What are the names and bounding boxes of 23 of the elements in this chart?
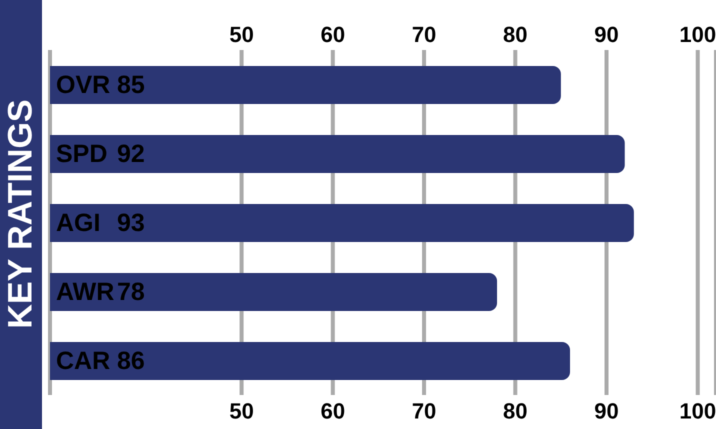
x-tick-label: 50 xyxy=(229,398,254,424)
data-label: 93 xyxy=(117,209,145,237)
x2-tick-label: 50 xyxy=(229,22,254,47)
x2-tick-label: 80 xyxy=(503,22,528,47)
data-label: 92 xyxy=(117,140,145,168)
x2-tick-label: 100 xyxy=(679,22,716,47)
x2-tick-label: 70 xyxy=(412,22,436,47)
y-axis-title: KEY RATINGS xyxy=(2,99,40,329)
x-tick-label: 70 xyxy=(412,398,436,424)
y-tick-label: SPD xyxy=(56,140,108,168)
x-tick-label: 100 xyxy=(679,398,716,424)
y-tick-label: OVR xyxy=(56,71,110,99)
x2-tick-label: 60 xyxy=(320,22,346,47)
y-tick-label: AWR xyxy=(56,278,114,306)
y-tick-label: CAR xyxy=(56,347,110,375)
x-tick-label: 90 xyxy=(594,398,619,424)
x-tick-label: 80 xyxy=(503,398,528,424)
data-label: 78 xyxy=(117,278,145,306)
x2-tick-label: 90 xyxy=(594,22,619,47)
data-label: 85 xyxy=(117,71,145,99)
x-tick-label: 60 xyxy=(320,398,346,424)
data-label: 86 xyxy=(117,347,145,375)
y-tick-label: AGI xyxy=(56,209,100,237)
